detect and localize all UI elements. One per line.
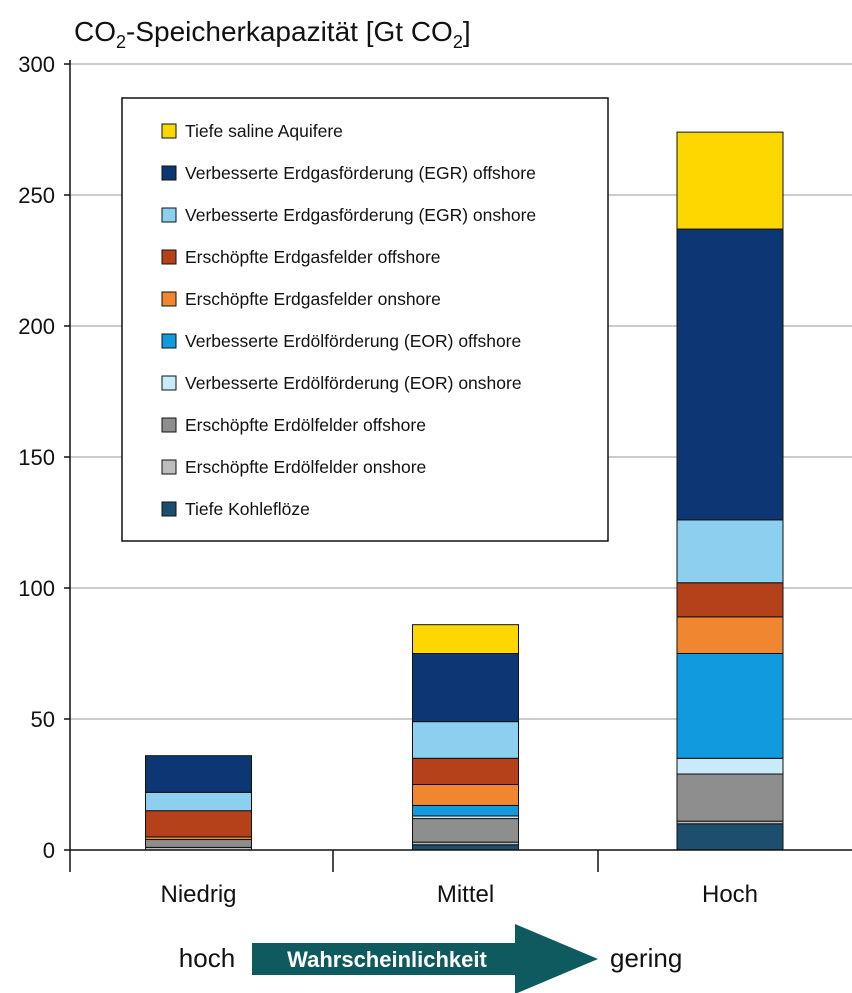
chart-title-subscript-2: 2 (453, 32, 463, 52)
chart-title-end: ] (463, 16, 471, 47)
legend-swatch-9 (161, 123, 177, 139)
bar-segment-hoch-4 (676, 653, 784, 759)
label-hoch: hoch (179, 943, 235, 973)
bar-segment-mittel-7 (412, 721, 519, 759)
legend-entry-8: Verbesserte Erdgasförderung (EGR) offsho… (185, 163, 536, 183)
probability-arrow: hoch Wahrscheinlichkeit gering (179, 924, 682, 993)
bar-segment-hoch-7 (676, 519, 784, 584)
legend-entry-4: Verbesserte Erdölförderung (EOR) offshor… (185, 331, 521, 351)
x-category-label-niedrig: Niedrig (160, 881, 236, 908)
y-tick-label-150: 150 (18, 445, 55, 470)
bar-segment-niedrig-7 (145, 791, 252, 812)
legend-swatch-8 (161, 165, 177, 181)
bar-segment-mittel-2 (412, 818, 519, 843)
arrow-shape (252, 924, 598, 993)
legend-entry-0: Tiefe Kohleflöze (185, 499, 310, 519)
legend-swatch-6 (161, 249, 177, 265)
chart-title-text: -Speicherkapazität [Gt CO (126, 16, 453, 47)
legend-entry-6: Erschöpfte Erdgasfelder offshore (185, 247, 441, 267)
legend-entry-1: Erschöpfte Erdölfelder onshore (185, 457, 426, 477)
bar-segment-mittel-4 (412, 804, 519, 817)
y-tick-label-200: 200 (18, 314, 55, 339)
chart-title-co: CO (74, 16, 116, 47)
bar-segment-hoch-5 (676, 616, 784, 655)
x-category-label-mittel: Mittel (437, 881, 494, 908)
bar-segment-mittel-0 (412, 844, 519, 851)
y-tick-label-250: 250 (18, 183, 55, 208)
y-tick-label-50: 50 (31, 707, 55, 732)
legend-swatch-2 (161, 417, 177, 433)
legend-entry-9: Tiefe saline Aquifere (185, 121, 343, 141)
arrow-label: Wahrscheinlichkeit (287, 947, 487, 972)
bar-segment-hoch-2 (676, 773, 784, 822)
legend-swatch-5 (161, 291, 177, 307)
legend-entry-3: Verbesserte Erdölförderung (EOR) onshore (185, 373, 522, 393)
bar-segment-mittel-8 (412, 653, 519, 723)
chart-title: CO2-Speicherkapazität [Gt CO2] (74, 16, 471, 52)
legend: Tiefe saline Aquifere Verbesserte Erdgasf… (121, 97, 609, 542)
bar-segment-niedrig-6 (145, 810, 252, 838)
bar-segment-niedrig-8 (145, 755, 252, 793)
legend-entry-7: Verbesserte Erdgasförderung (EGR) onshor… (185, 205, 536, 225)
bar-segment-mittel-5 (412, 784, 519, 806)
y-tick-label-0: 0 (43, 838, 55, 863)
x-category-label-hoch: Hoch (702, 881, 758, 908)
legend-swatch-0 (161, 501, 177, 517)
label-gering: gering (610, 943, 682, 973)
bar-segment-hoch-3 (676, 757, 784, 775)
legend-swatch-1 (161, 459, 177, 475)
bar-segment-mittel-6 (412, 757, 519, 785)
bars-layer (145, 131, 784, 851)
bar-segment-hoch-6 (676, 582, 784, 618)
bar-segment-hoch-9 (676, 131, 784, 230)
bar-segment-mittel-9 (412, 624, 519, 654)
legend-box (121, 97, 609, 542)
legend-entry-2: Erschöpfte Erdölfelder offshore (185, 415, 426, 435)
bar-segment-hoch-0 (676, 823, 784, 851)
axis-layer: 0 50 100 150 200 250 300 Niedrig Mittel Hoch (18, 52, 852, 908)
y-tick-label-300: 300 (18, 52, 55, 77)
legend-swatch-4 (161, 333, 177, 349)
legend-swatch-3 (161, 375, 177, 391)
bar-segment-niedrig-2 (145, 839, 252, 848)
legend-swatch-7 (161, 207, 177, 223)
y-tick-label-100: 100 (18, 576, 55, 601)
legend-entry-5: Erschöpfte Erdgasfelder onshore (185, 289, 441, 309)
bar-segment-hoch-8 (676, 228, 784, 521)
chart-title-subscript: 2 (116, 32, 126, 52)
